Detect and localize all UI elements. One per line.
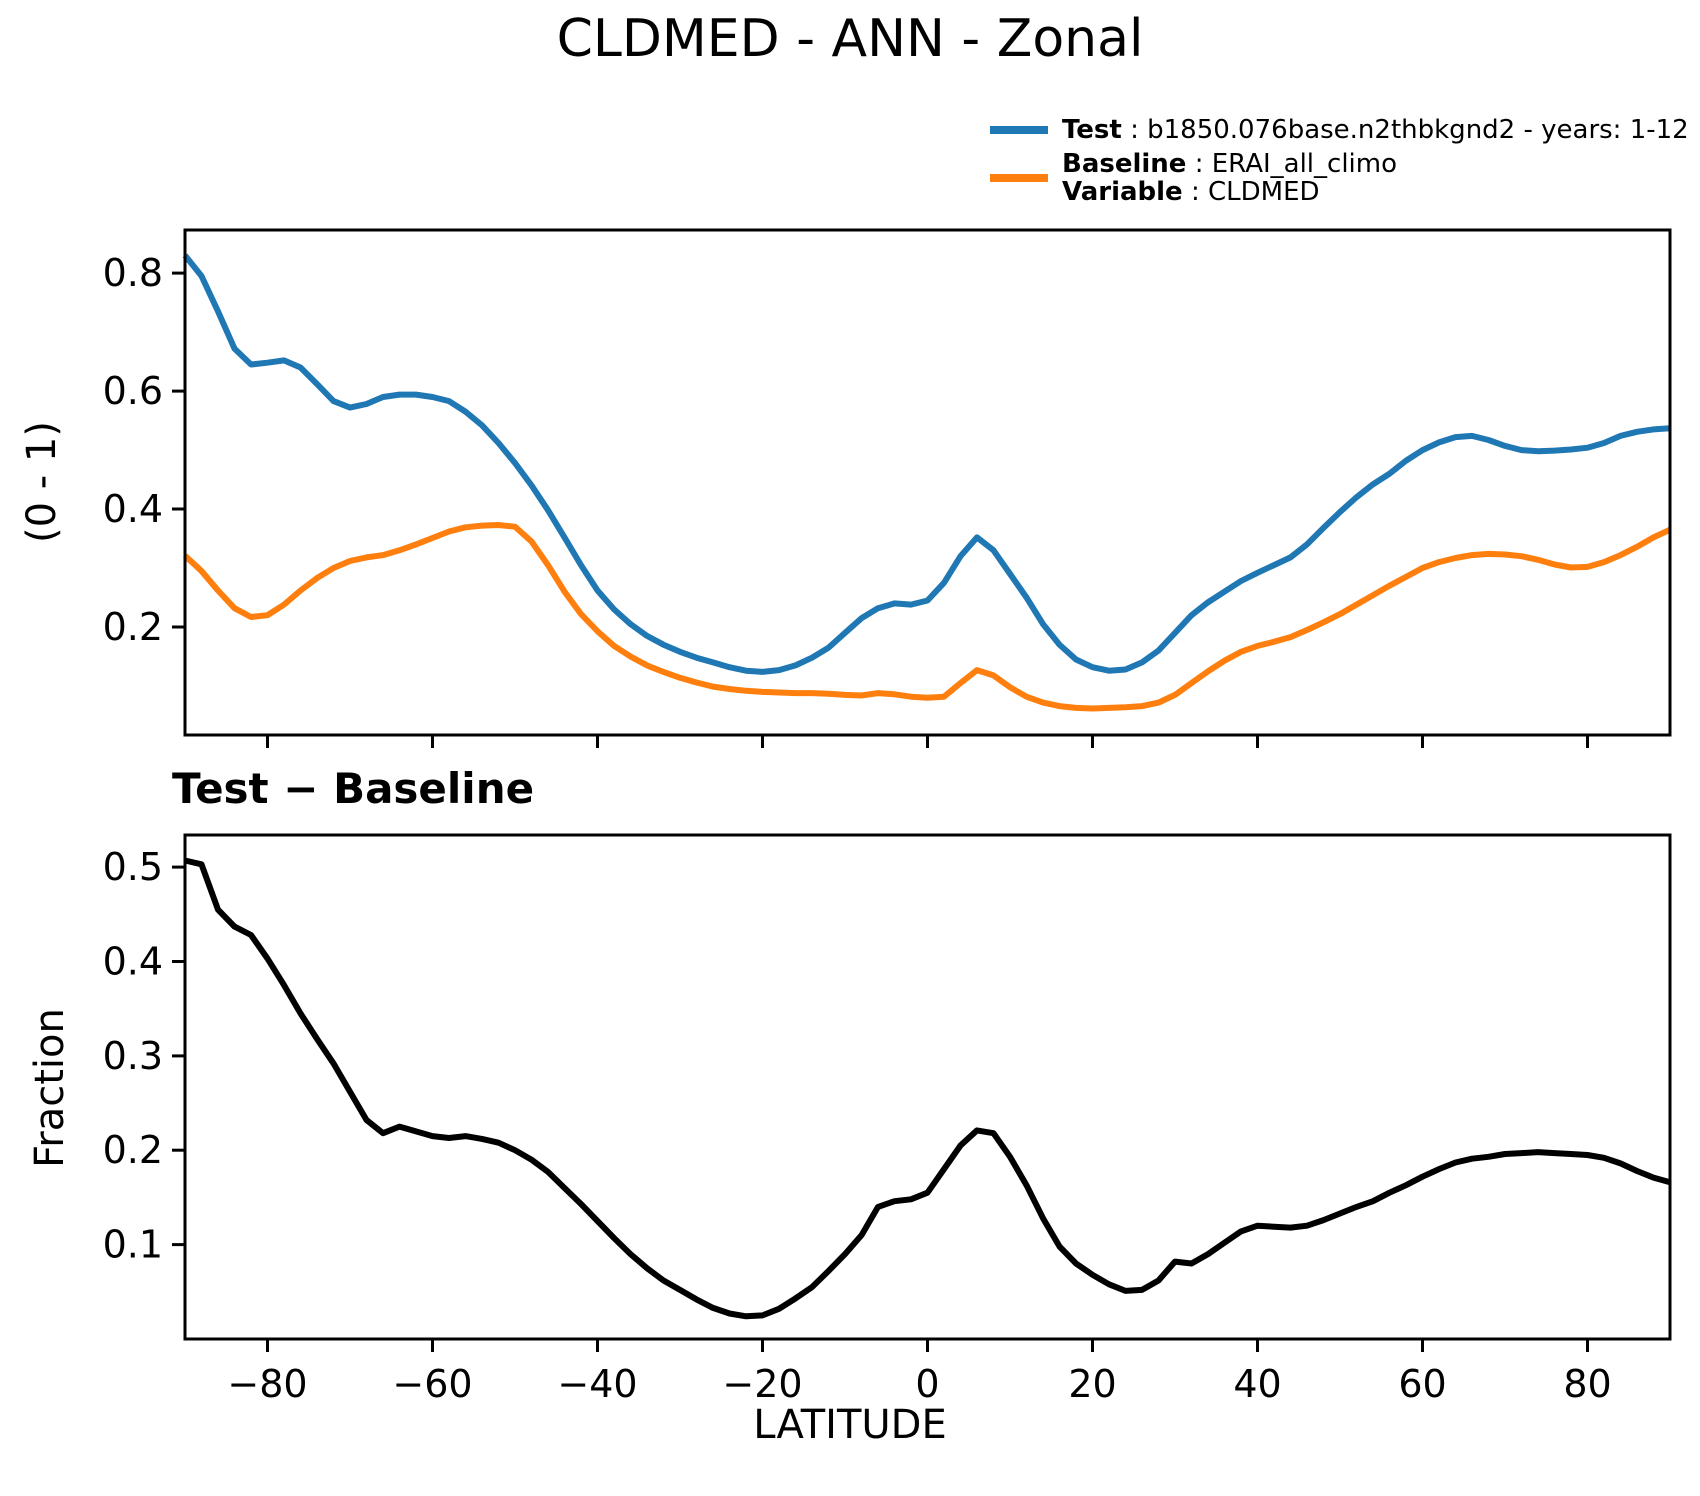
y-tick-label: 0.6	[103, 369, 163, 413]
plot-frame	[183, 228, 1672, 737]
x-tick-label: −40	[557, 1362, 637, 1406]
x-tick-label: −60	[392, 1362, 472, 1406]
plot-0: 0.2 0.4 0.6 0.8	[103, 228, 1672, 748]
line-test	[182, 253, 1671, 675]
plot-frame	[183, 833, 1672, 1341]
legend-label-baseline: Baseline	[1062, 149, 1187, 179]
plot-1: −80 −60 −40 −20 0 20 40 60 80 0.1 0.2 0.3 0.4 0.5	[103, 833, 1672, 1406]
x-tick-label: 80	[1563, 1362, 1611, 1406]
legend-sep: :	[1182, 177, 1208, 207]
x-tick-label: 0	[915, 1362, 939, 1406]
legend-label-test: Test	[1062, 115, 1122, 145]
legend-entry-variable: Variable : CLDMED	[1062, 177, 1320, 207]
y-tick-label: 0.5	[103, 845, 163, 889]
legend-value-baseline: ERAI_all_climo	[1211, 149, 1397, 179]
legend-entry-test: Test : b1850.076base.n2thbkgnd2 - years:…	[1062, 115, 1689, 145]
page-title: CLDMED - ANN - Zonal	[556, 9, 1144, 69]
y-tick-label: 0.2	[103, 1128, 163, 1172]
x-axis-label: LATITUDE	[753, 1402, 947, 1448]
y-tick-label: 0.4	[103, 487, 163, 531]
legend-sep: :	[1121, 115, 1148, 145]
x-tick-label: −80	[227, 1362, 307, 1406]
legend-label-variable: Variable	[1062, 177, 1183, 207]
legend-value-variable: CLDMED	[1207, 177, 1320, 207]
legend-sep: :	[1186, 149, 1212, 179]
y-tick-label: 0.1	[103, 1223, 163, 1267]
line-baseline	[182, 522, 1672, 712]
y-tick-label: 0.3	[103, 1034, 163, 1078]
line-test-baseline	[184, 857, 1671, 1320]
legend-swatch-test	[990, 126, 1048, 134]
y-tick-label: 0.4	[103, 940, 163, 984]
legend-swatch-baseline	[990, 174, 1048, 182]
y-tick-label: 0.8	[103, 251, 163, 295]
y-tick-label: 0.2	[103, 605, 163, 649]
legend-value-test: b1850.076base.n2thbkgnd2 - years: 1-12	[1147, 115, 1689, 145]
x-tick-label: 40	[1233, 1362, 1281, 1406]
x-tick-label: −20	[722, 1362, 802, 1406]
x-tick-label: 60	[1398, 1362, 1446, 1406]
diff-plot-heading: Test − Baseline	[172, 764, 535, 813]
x-tick-label: 20	[1068, 1362, 1116, 1406]
legend-entry-baseline: Baseline : ERAI_all_climo	[1062, 149, 1397, 179]
